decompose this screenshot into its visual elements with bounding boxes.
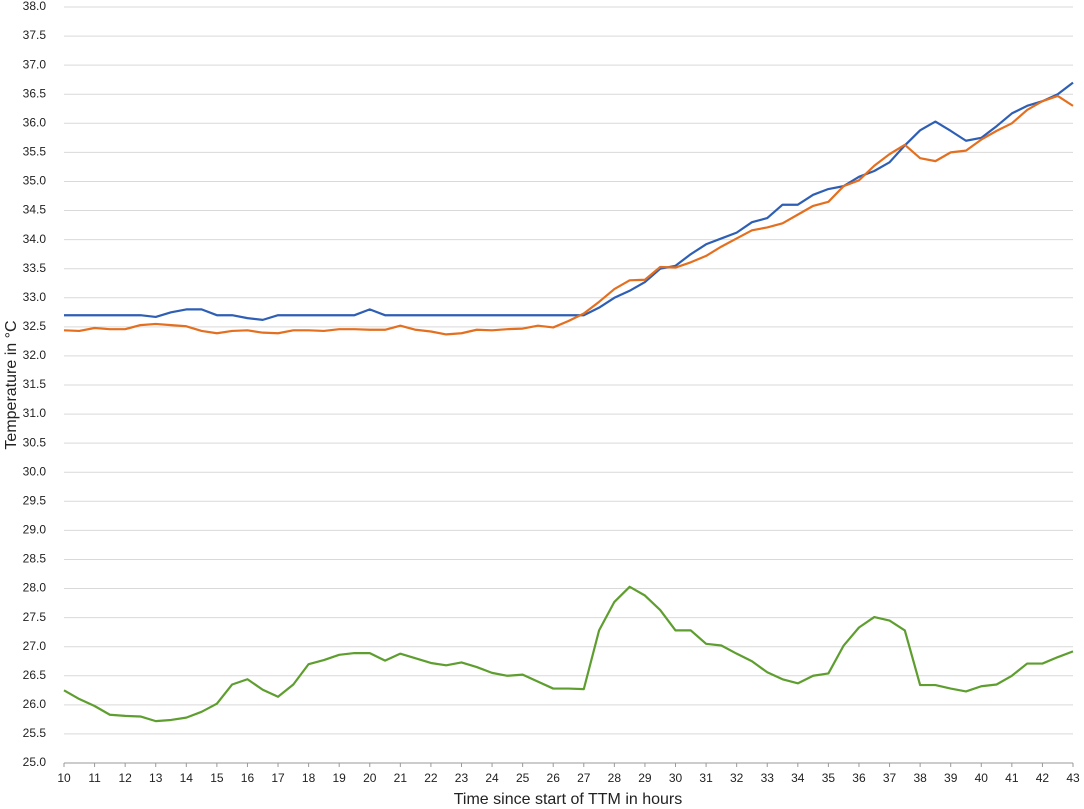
y-tick-label: 29.0: [23, 523, 47, 537]
y-tick-label: 29.5: [23, 493, 47, 507]
x-tick-label: 17: [271, 771, 285, 785]
x-tick-label: 13: [149, 771, 163, 785]
y-tick-label: 27.5: [23, 610, 47, 624]
x-tick-label: 12: [118, 771, 132, 785]
series-line: [64, 81, 1074, 321]
x-tick-label: 16: [241, 771, 255, 785]
x-tick-label: 39: [944, 771, 958, 785]
x-tick-label: 43: [1066, 771, 1080, 785]
x-tick-label: 24: [485, 771, 499, 785]
y-tick-label: 31.5: [23, 377, 47, 391]
y-tick-label: 30.5: [23, 435, 47, 449]
y-tick-label: 32.5: [23, 319, 47, 333]
y-tick-label: 31.0: [23, 406, 47, 420]
x-tick-label: 10: [57, 771, 71, 785]
x-tick-label: 27: [577, 771, 591, 785]
x-axis-title: Time since start of TTM in hours: [454, 791, 683, 808]
y-tick-label: 34.0: [23, 232, 47, 246]
x-tick-label: 18: [302, 771, 316, 785]
x-tick-label: 35: [822, 771, 836, 785]
x-tick-label: 34: [791, 771, 805, 785]
x-tick-label: 19: [333, 771, 347, 785]
series-line: [63, 585, 1074, 723]
x-tick-label: 40: [975, 771, 989, 785]
x-tick-label: 36: [852, 771, 866, 785]
x-tick-label: 30: [669, 771, 683, 785]
series-line: [63, 94, 1074, 336]
x-tick-label: 20: [363, 771, 377, 785]
y-tick-label: 28.5: [23, 552, 47, 566]
x-tick-label: 21: [394, 771, 408, 785]
y-tick-label: 26.5: [23, 668, 47, 682]
y-tick-label: 27.0: [23, 639, 47, 653]
y-tick-label: 35.0: [23, 174, 47, 188]
y-tick-label: 34.5: [23, 203, 47, 217]
y-tick-label: 38.0: [23, 0, 47, 13]
x-tick-label: 31: [699, 771, 713, 785]
x-tick-label: 32: [730, 771, 744, 785]
x-tick-label: 41: [1005, 771, 1019, 785]
y-tick-label: 33.5: [23, 261, 47, 275]
x-tick-label: 26: [547, 771, 561, 785]
y-axis-title: Temperature in °C: [3, 320, 20, 449]
y-tick-label: 36.5: [23, 86, 47, 100]
x-tick-label: 28: [608, 771, 622, 785]
x-tick-label: 37: [883, 771, 897, 785]
y-tick-label: 37.5: [23, 28, 47, 42]
y-tick-label: 33.0: [23, 290, 47, 304]
y-tick-label: 35.5: [23, 145, 47, 159]
x-tick-label: 22: [424, 771, 438, 785]
y-tick-label: 32.0: [23, 348, 47, 362]
x-tick-label: 11: [88, 771, 101, 785]
x-tick-label: 38: [913, 771, 927, 785]
x-tick-label: 33: [761, 771, 775, 785]
y-tick-label: 26.0: [23, 697, 47, 711]
y-tick-label: 36.0: [23, 115, 47, 129]
x-tick-label: 14: [180, 771, 194, 785]
y-tick-label: 25.0: [23, 755, 47, 769]
y-tick-label: 25.5: [23, 726, 47, 740]
y-tick-label: 30.0: [23, 464, 47, 478]
x-tick-label: 29: [638, 771, 652, 785]
x-tick-label: 25: [516, 771, 530, 785]
y-tick-label: 37.0: [23, 57, 47, 71]
x-tick-label: 42: [1036, 771, 1050, 785]
x-tick-label: 23: [455, 771, 469, 785]
y-tick-label: 28.0: [23, 581, 47, 595]
x-tick-label: 15: [210, 771, 224, 785]
